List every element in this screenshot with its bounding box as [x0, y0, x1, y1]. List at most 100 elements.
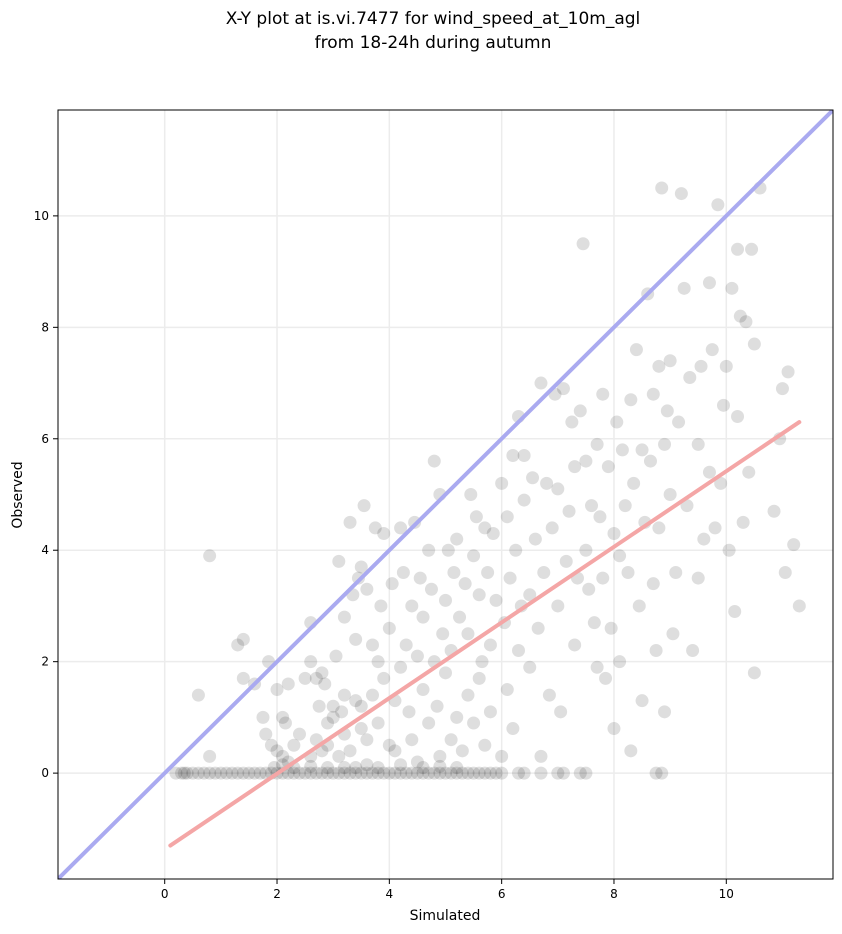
data-point — [568, 638, 582, 652]
data-point — [467, 549, 481, 563]
data-point — [410, 755, 424, 769]
data-point — [551, 599, 565, 613]
data-point — [298, 671, 312, 685]
data-point — [531, 621, 545, 635]
data-point — [422, 543, 436, 557]
data-point — [343, 515, 357, 529]
data-point — [669, 566, 683, 580]
data-point — [309, 766, 323, 780]
data-point — [450, 532, 464, 546]
data-point — [658, 705, 672, 719]
data-point — [413, 571, 427, 585]
data-point — [337, 761, 351, 775]
data-point — [523, 588, 537, 602]
data-point — [203, 749, 217, 763]
data-point — [424, 582, 438, 596]
data-point — [551, 766, 565, 780]
data-point — [781, 365, 795, 379]
data-point — [259, 727, 273, 741]
data-point — [702, 276, 716, 290]
data-point — [500, 683, 514, 697]
data-point — [674, 187, 688, 201]
data-point — [416, 683, 430, 697]
data-point — [663, 354, 677, 368]
data-point — [747, 337, 761, 351]
data-point — [565, 415, 579, 429]
data-point — [655, 766, 669, 780]
data-point — [253, 766, 267, 780]
data-point — [495, 766, 509, 780]
data-point — [731, 409, 745, 423]
data-point — [613, 549, 627, 563]
data-point — [439, 593, 452, 607]
data-point — [343, 744, 357, 758]
data-point — [433, 749, 447, 763]
data-point — [169, 766, 183, 780]
data-point — [405, 733, 419, 747]
data-point — [349, 766, 363, 780]
data-point — [256, 710, 270, 724]
data-point — [304, 655, 318, 669]
data-point — [559, 554, 573, 568]
data-point — [708, 521, 722, 535]
data-point — [225, 766, 239, 780]
data-point — [610, 415, 624, 429]
data-point — [371, 766, 385, 780]
data-point — [599, 671, 613, 685]
data-point — [778, 566, 792, 580]
data-point — [399, 638, 413, 652]
data-point — [360, 766, 374, 780]
data-point — [652, 521, 666, 535]
data-point — [512, 644, 526, 658]
data-point — [495, 476, 509, 490]
data-point — [469, 510, 483, 524]
data-point — [472, 588, 486, 602]
data-point — [315, 766, 329, 780]
data-point — [267, 761, 281, 775]
data-point — [382, 621, 396, 635]
data-point — [439, 766, 452, 780]
data-point — [663, 488, 677, 501]
data-point — [422, 766, 436, 780]
data-point — [534, 749, 548, 763]
data-point — [702, 465, 716, 479]
data-point — [526, 471, 540, 485]
data-point — [646, 387, 660, 401]
data-point — [402, 705, 416, 719]
data-point — [427, 766, 441, 780]
data-point — [722, 543, 736, 557]
data-point — [627, 476, 641, 490]
data-point — [453, 610, 467, 624]
data-point — [604, 621, 618, 635]
data-point — [579, 766, 593, 780]
data-point — [683, 370, 697, 384]
data-point — [394, 660, 408, 674]
data-point — [332, 749, 346, 763]
data-point — [259, 766, 273, 780]
data-point — [596, 571, 610, 585]
data-point — [649, 644, 663, 658]
y-axis-label: Observed — [10, 461, 26, 528]
data-point — [736, 515, 750, 529]
data-point — [680, 499, 694, 513]
data-point — [450, 710, 464, 724]
data-point — [427, 454, 441, 468]
data-point — [349, 632, 363, 646]
data-point — [562, 504, 576, 518]
data-point — [399, 766, 413, 780]
data-point — [534, 376, 548, 390]
data-point — [461, 688, 475, 702]
data-point — [615, 443, 629, 457]
data-point — [175, 766, 189, 780]
data-point — [556, 766, 570, 780]
data-point — [236, 671, 250, 685]
data-point — [332, 766, 346, 780]
data-point — [629, 343, 643, 357]
data-point — [203, 549, 217, 563]
data-point — [318, 677, 332, 691]
data-point — [349, 761, 363, 775]
data-point — [450, 761, 464, 775]
data-point — [728, 605, 742, 619]
data-point — [177, 766, 191, 780]
data-point — [660, 404, 674, 418]
